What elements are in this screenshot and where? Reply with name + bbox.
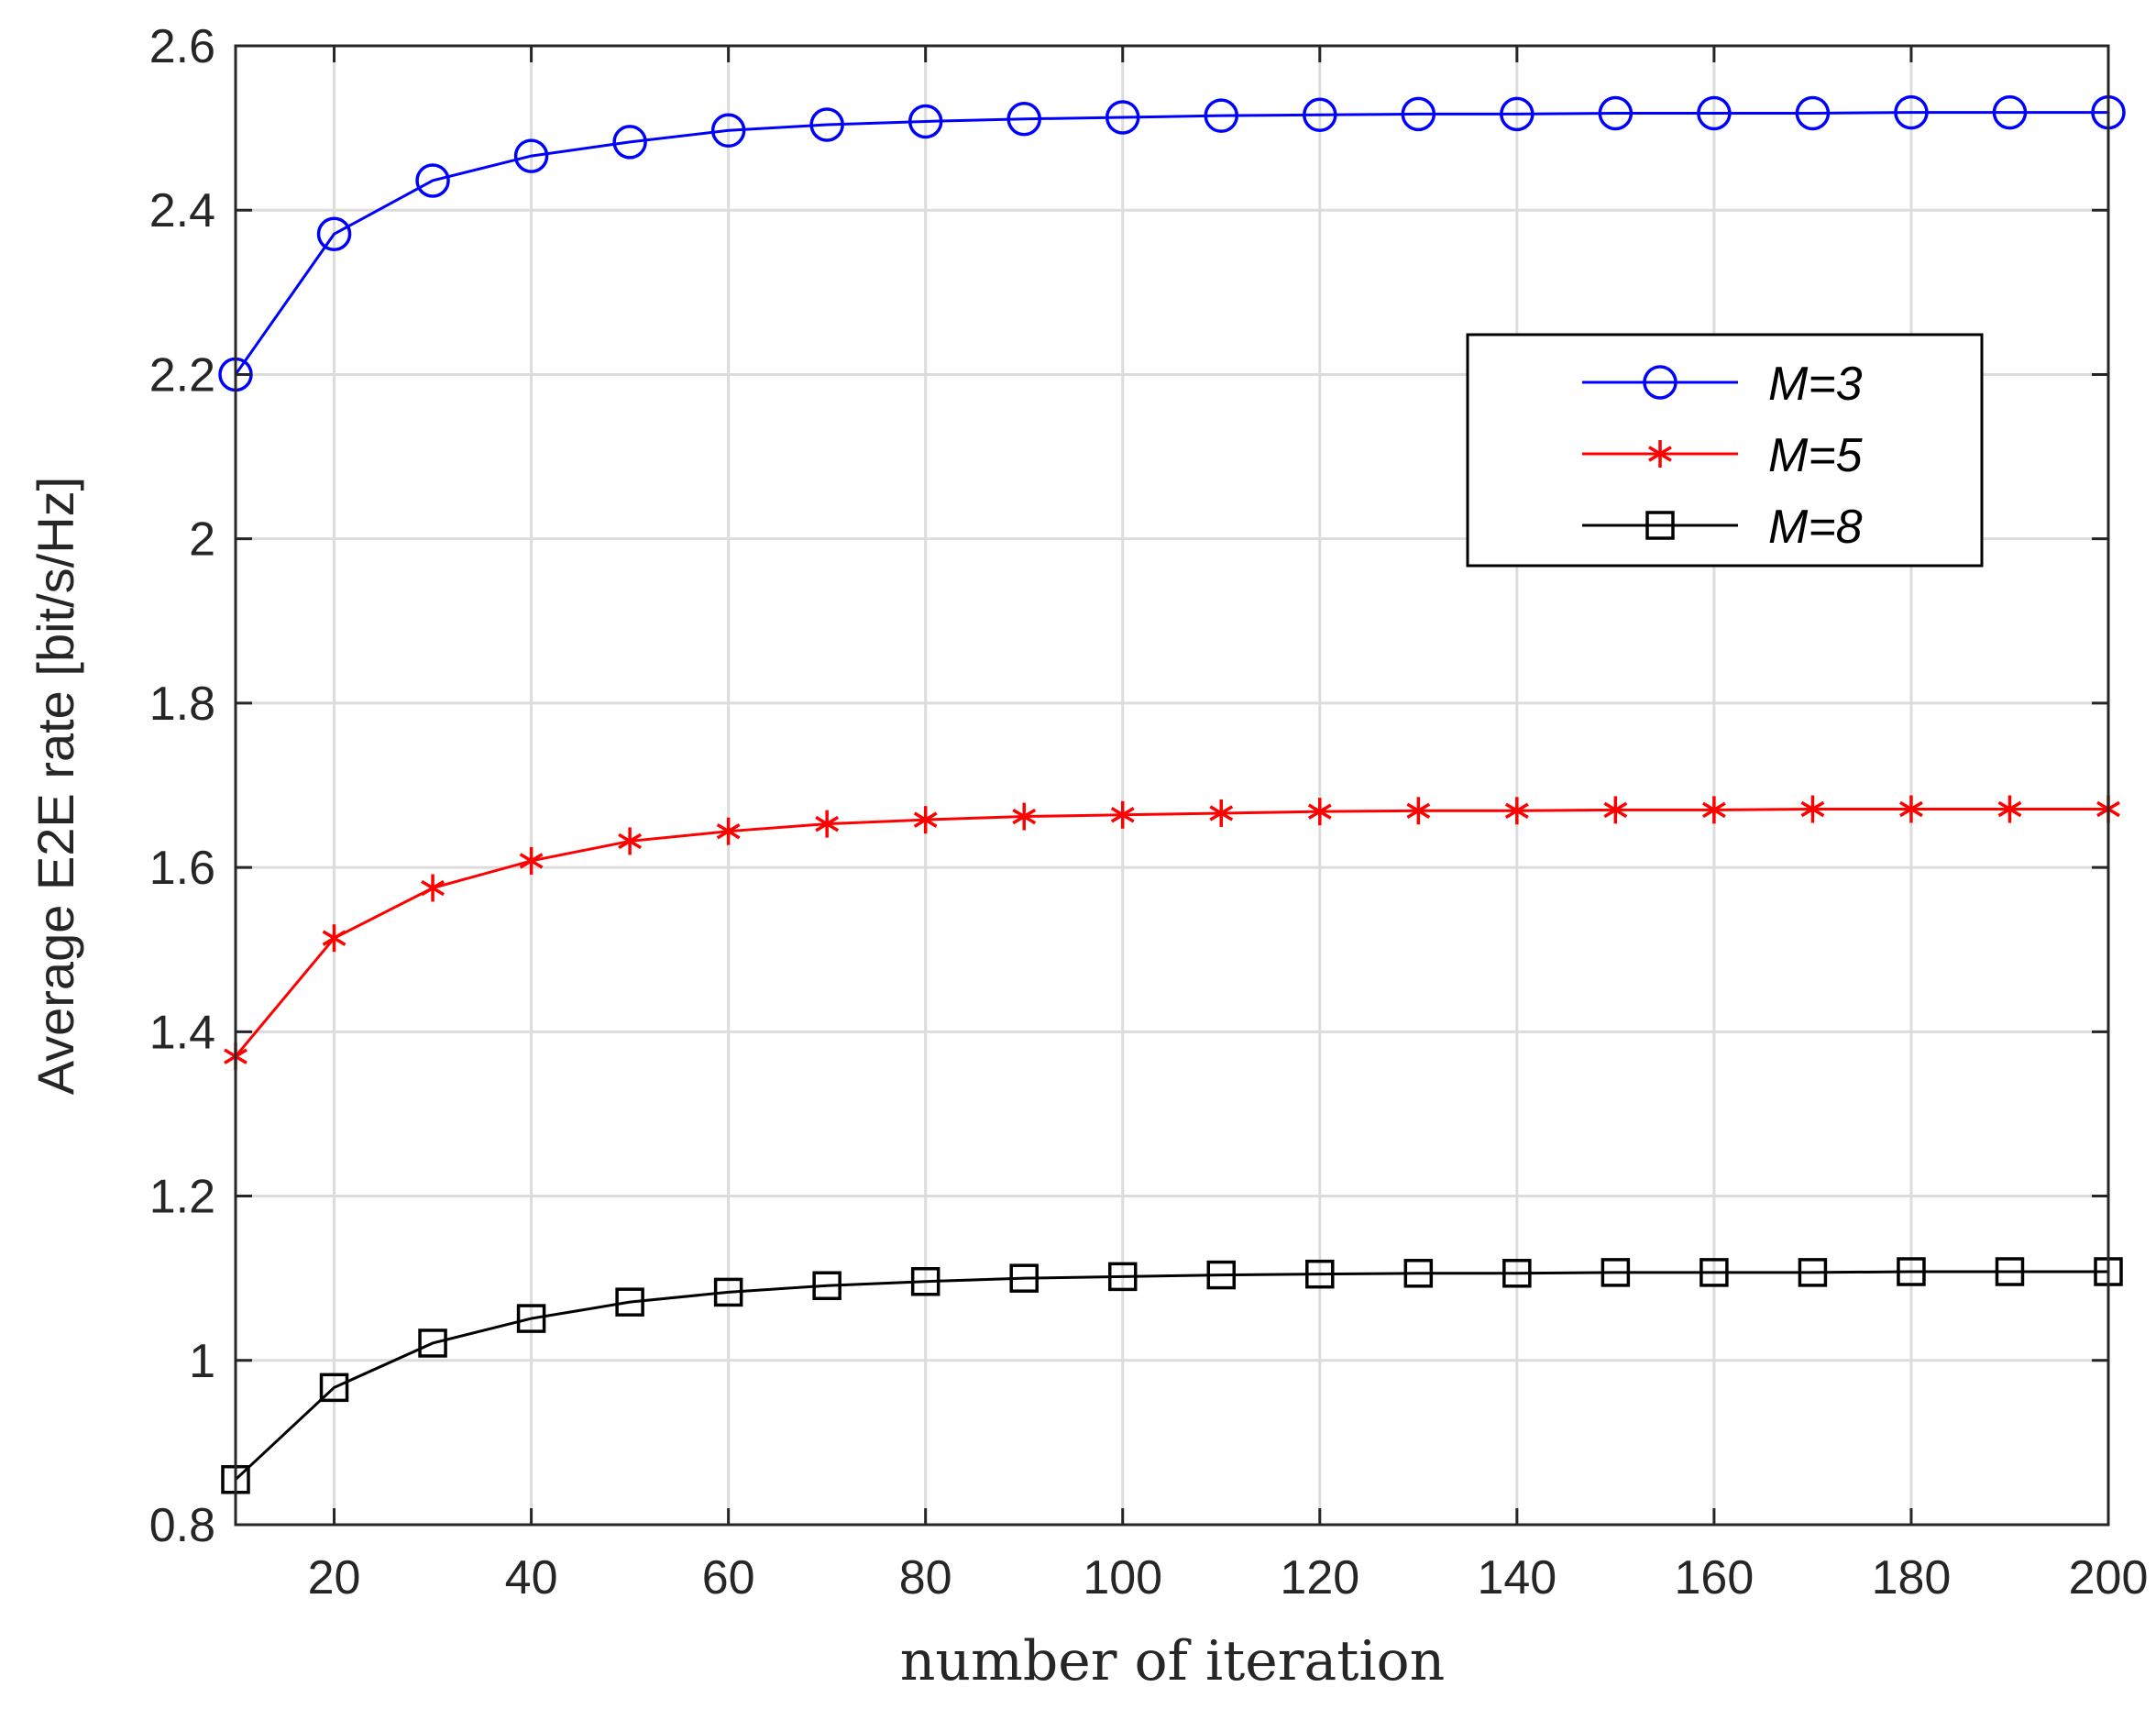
- data-point: [516, 1304, 546, 1333]
- data-point: [710, 113, 746, 149]
- x-tick-label: 160: [1675, 1551, 1754, 1604]
- data-point: [910, 1267, 940, 1296]
- data-point: [1204, 98, 1239, 133]
- data-point: [1800, 795, 1825, 823]
- data-point: [1697, 95, 1732, 131]
- data-point: [316, 216, 352, 251]
- data-point: [513, 138, 549, 173]
- data-point: [908, 104, 943, 139]
- data-point: [1603, 796, 1628, 824]
- data-point: [1110, 800, 1135, 829]
- data-point: [418, 1329, 447, 1358]
- data-point: [1995, 1257, 2025, 1286]
- series-layer: [218, 94, 2126, 1494]
- data-point: [1403, 1259, 1434, 1288]
- data-point: [913, 806, 938, 834]
- data-point: [1504, 797, 1529, 825]
- data-point: [612, 125, 647, 160]
- series-m-5: [224, 795, 2120, 1071]
- x-tick-label: 40: [505, 1551, 558, 1604]
- data-point: [1303, 97, 1337, 133]
- data-point: [1897, 1257, 1926, 1286]
- y-tick-label: 2.6: [149, 20, 215, 73]
- y-tick-label: 1.4: [149, 1006, 215, 1059]
- data-point: [1894, 94, 1929, 130]
- legend-entry: M=3: [1582, 358, 1863, 411]
- y-tick-label: 1.8: [149, 678, 215, 731]
- data-point: [1997, 795, 2022, 823]
- data-point: [1406, 797, 1431, 825]
- data-point: [1992, 94, 2028, 130]
- data-point: [1598, 95, 1634, 131]
- data-point: [809, 107, 844, 142]
- x-tick-label: 120: [1280, 1551, 1359, 1604]
- y-tick-label: 1.6: [149, 842, 215, 895]
- data-point: [1006, 102, 1041, 137]
- y-tick-label: 2.4: [149, 184, 215, 237]
- series-m-3: [218, 94, 2126, 392]
- legend-box: [1466, 333, 1984, 568]
- grid-lines: [236, 46, 2108, 1525]
- data-point: [618, 827, 643, 855]
- series-line: [234, 1270, 2108, 1481]
- data-point: [1307, 798, 1332, 826]
- x-axis-label: number of iteration: [900, 1629, 1446, 1693]
- legend-label: M=3: [1768, 358, 1863, 411]
- x-tick-label: 140: [1477, 1551, 1556, 1604]
- x-tick-label: 100: [1083, 1551, 1162, 1604]
- data-point: [812, 1271, 842, 1300]
- y-tick-label: 2.2: [149, 348, 215, 402]
- y-tick-label: 2: [189, 513, 215, 567]
- data-point: [1899, 795, 1923, 823]
- data-point: [1305, 1259, 1335, 1289]
- data-point: [1600, 1258, 1631, 1287]
- data-point: [1700, 1258, 1729, 1287]
- data-point: [1206, 1260, 1237, 1290]
- series-m-8: [221, 1257, 2123, 1494]
- data-point: [716, 817, 741, 845]
- data-point: [415, 163, 450, 198]
- plot-box: [234, 44, 2110, 1527]
- legend: M=3 M=5 M=8: [1466, 333, 1984, 568]
- legend-entry: M=5: [1582, 429, 1864, 482]
- data-point: [1105, 100, 1140, 135]
- data-point: [319, 1373, 349, 1403]
- data-point: [1009, 1263, 1039, 1293]
- data-point: [1209, 799, 1234, 827]
- data-point: [1500, 96, 1534, 132]
- x-tick-label: 180: [1872, 1551, 1952, 1604]
- axes-frame: [234, 44, 2110, 1527]
- x-tick-label: 20: [308, 1551, 361, 1604]
- data-point: [1502, 1259, 1532, 1288]
- legend-label: M=5: [1768, 429, 1864, 482]
- data-point: [1107, 1262, 1138, 1292]
- data-point: [1798, 1258, 1828, 1287]
- data-point: [1012, 802, 1037, 831]
- x-tick-label: 200: [2069, 1551, 2149, 1604]
- y-tick-label: 1: [189, 1335, 215, 1388]
- data-point: [519, 846, 544, 875]
- x-tick-label: 60: [702, 1551, 755, 1604]
- legend-entry: M=8: [1582, 501, 1863, 554]
- data-point: [1643, 365, 1678, 400]
- data-point: [1701, 796, 1726, 824]
- legend-label: M=8: [1768, 501, 1863, 554]
- data-point: [1401, 96, 1436, 132]
- y-axis-label: Average E2E rate [bit/s/Hz]: [27, 477, 84, 1095]
- y-tick-label: 1.2: [149, 1171, 215, 1224]
- data-point: [1645, 511, 1675, 540]
- y-tick-label: 0.8: [149, 1499, 215, 1552]
- data-point: [322, 924, 346, 953]
- data-point: [815, 810, 840, 838]
- data-point: [421, 874, 445, 902]
- data-point: [1795, 95, 1831, 131]
- data-point: [615, 1287, 644, 1317]
- data-point: [1648, 440, 1672, 468]
- data-point: [713, 1277, 743, 1307]
- x-tick-label: 80: [899, 1551, 952, 1604]
- tick-labels: 20 40 60 80 100 120 140 160 180 200 0.8 1 1.2 1.4 1.6 1…: [149, 20, 2149, 1604]
- series-line: [234, 807, 2108, 1058]
